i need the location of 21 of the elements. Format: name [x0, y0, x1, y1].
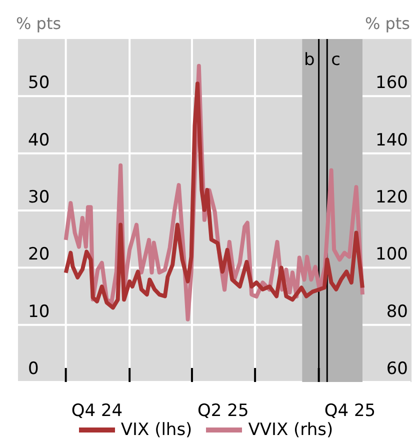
y-axis-title: % pts [16, 14, 62, 33]
x-tick-label: Q2 25 [198, 401, 249, 421]
y2-axis-title: % pts [364, 14, 410, 33]
legend-label: VIX (lhs) [120, 420, 192, 440]
x-tick-label: Q4 25 [324, 401, 376, 421]
y2-tick-label: 60 [386, 359, 408, 379]
x-tick-label: Q4 24 [71, 401, 123, 421]
y-tick-label: 30 [28, 188, 50, 208]
y-tick-label: 20 [28, 244, 50, 265]
y2-tick-label: 120 [376, 188, 408, 208]
ref-line-label: b [304, 50, 315, 70]
y2-tick-label: 80 [386, 302, 408, 322]
y-tick-label: 0 [28, 359, 39, 380]
y-tick-label: 10 [28, 302, 50, 322]
y2-tick-label: 100 [376, 244, 408, 265]
legend-label: VVIX (rhs) [248, 420, 334, 440]
y2-tick-label: 140 [376, 130, 408, 150]
y-tick-label: 40 [28, 130, 50, 150]
y-tick-label: 50 [28, 73, 50, 94]
y2-tick-label: 160 [376, 73, 408, 94]
ref-line-label: c [331, 50, 340, 70]
